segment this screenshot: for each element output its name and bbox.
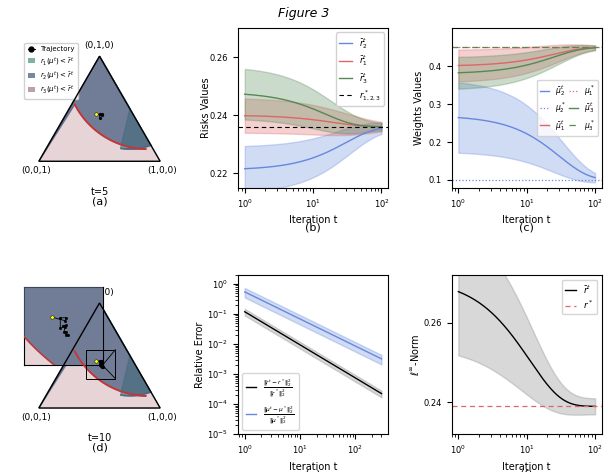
- X-axis label: Iteration t: Iteration t: [289, 462, 337, 472]
- Text: (0,0,1): (0,0,1): [21, 166, 51, 175]
- Polygon shape: [39, 303, 151, 408]
- Text: (c): (c): [519, 222, 534, 233]
- Text: (a): (a): [92, 196, 108, 206]
- Text: (1,0,0): (1,0,0): [148, 166, 178, 175]
- Legend: $\bar{r}_2^t$, $\bar{r}_1^t$, $\bar{r}_3^t$, $r_{1,2,3}^*$: $\bar{r}_2^t$, $\bar{r}_1^t$, $\bar{r}_3…: [336, 33, 384, 106]
- Text: Figure 3: Figure 3: [278, 7, 330, 20]
- Text: t=10: t=10: [88, 433, 112, 444]
- Polygon shape: [39, 56, 160, 161]
- Y-axis label: $\ell^\infty$-Norm: $\ell^\infty$-Norm: [409, 333, 421, 376]
- Y-axis label: Relative Error: Relative Error: [195, 321, 205, 388]
- Text: (0,0,1): (0,0,1): [21, 413, 51, 422]
- Legend: Trajectory, $r_1(\mu^t) < \bar{r}^t$, $r_2(\mu^t) < \bar{r}^t$, $r_3(\mu^t) < \b: Trajectory, $r_1(\mu^t) < \bar{r}^t$, $r…: [24, 42, 78, 99]
- Legend: $\bar{\mu}_2^t$, $\mu_2^*$, $\bar{\mu}_1^t$, $\mu_1^*$, $\bar{\mu}_3^t$, $\mu_3^: $\bar{\mu}_2^t$, $\mu_2^*$, $\bar{\mu}_1…: [536, 80, 598, 135]
- Text: (d): (d): [92, 443, 108, 453]
- Bar: [86, 350, 116, 379]
- Text: (f): (f): [520, 469, 533, 472]
- Legend: $\bar{r}^t$, $r^*$: $\bar{r}^t$, $r^*$: [562, 279, 598, 314]
- Legend: $\frac{\|r^t - r^*\|_2^2}{\|r^*\|_2^2}$, $\frac{\|\mu^t - \mu^*\|_2^2}{\|\mu^*\|: $\frac{\|r^t - r^*\|_2^2}{\|r^*\|_2^2}$,…: [242, 373, 299, 430]
- Polygon shape: [100, 56, 151, 149]
- Text: t=5: t=5: [91, 187, 109, 197]
- X-axis label: Iteration t: Iteration t: [502, 462, 551, 472]
- Y-axis label: Risks Values: Risks Values: [201, 77, 211, 138]
- Polygon shape: [39, 303, 160, 408]
- Text: (e): (e): [305, 469, 321, 472]
- X-axis label: Iteration t: Iteration t: [502, 215, 551, 225]
- Text: (1,0,0): (1,0,0): [148, 413, 178, 422]
- Polygon shape: [39, 56, 151, 161]
- X-axis label: Iteration t: Iteration t: [289, 215, 337, 225]
- Text: (0,1,0): (0,1,0): [85, 288, 114, 297]
- Polygon shape: [100, 303, 151, 396]
- Text: (b): (b): [305, 222, 321, 233]
- Y-axis label: Weights Values: Weights Values: [415, 71, 424, 145]
- Text: (0,1,0): (0,1,0): [85, 41, 114, 50]
